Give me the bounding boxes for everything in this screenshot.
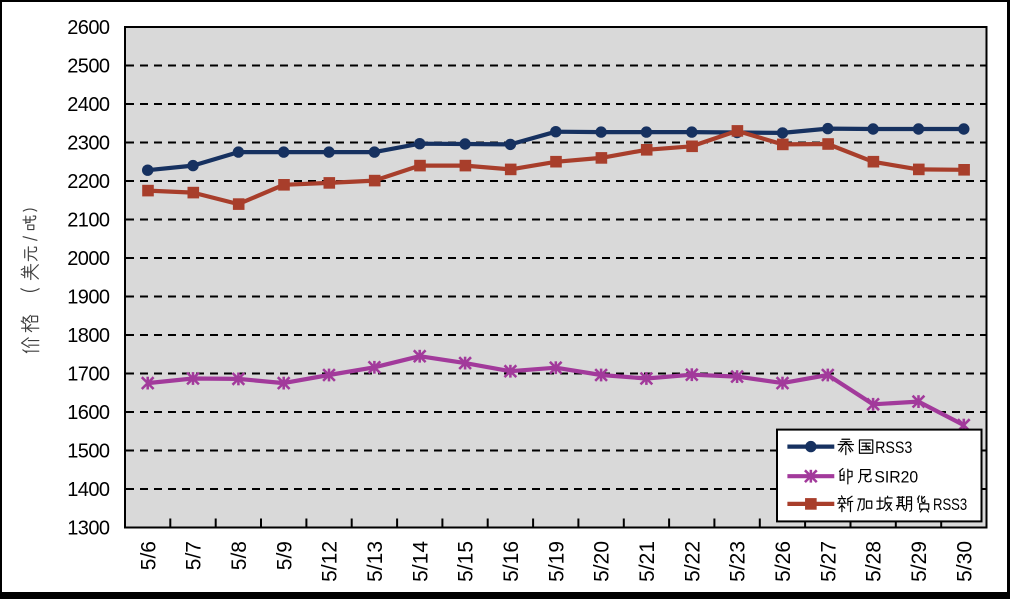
svg-text:5/27: 5/27 (817, 541, 840, 582)
svg-text:5/26: 5/26 (772, 541, 795, 582)
svg-text:1700: 1700 (67, 364, 110, 386)
svg-text:2500: 2500 (67, 56, 110, 78)
svg-text:2000: 2000 (67, 248, 110, 270)
svg-text:1300: 1300 (67, 518, 110, 540)
svg-text:5/28: 5/28 (863, 541, 886, 582)
svg-text:5/13: 5/13 (364, 541, 387, 582)
svg-text:5/23: 5/23 (727, 541, 750, 582)
svg-text:2600: 2600 (67, 17, 110, 39)
svg-text:5/15: 5/15 (455, 541, 478, 582)
svg-text:5/19: 5/19 (545, 541, 568, 582)
svg-text:5/7: 5/7 (183, 541, 206, 570)
svg-text:2400: 2400 (67, 94, 110, 116)
svg-text:RSS3: RSS3 (875, 438, 912, 457)
svg-text:SIR20: SIR20 (874, 468, 918, 487)
svg-text:5/20: 5/20 (591, 541, 614, 582)
svg-text:5/6: 5/6 (137, 541, 160, 570)
svg-text:2100: 2100 (67, 210, 110, 232)
svg-text:5/12: 5/12 (319, 541, 342, 582)
svg-text:1800: 1800 (67, 325, 110, 347)
svg-text:5/29: 5/29 (908, 541, 931, 582)
svg-text:1400: 1400 (67, 479, 110, 501)
svg-text:5/8: 5/8 (228, 541, 251, 570)
svg-text:5/16: 5/16 (500, 541, 523, 582)
svg-text:2200: 2200 (67, 171, 110, 193)
svg-text:RSS3: RSS3 (933, 495, 967, 514)
svg-text:5/9: 5/9 (273, 541, 296, 570)
svg-text:1500: 1500 (67, 441, 110, 463)
svg-text:5/14: 5/14 (409, 541, 432, 582)
svg-text:1600: 1600 (67, 402, 110, 424)
svg-text:1900: 1900 (67, 287, 110, 309)
svg-text:5/21: 5/21 (636, 541, 659, 582)
svg-text:5/30: 5/30 (953, 541, 976, 582)
svg-text:2300: 2300 (67, 133, 110, 155)
svg-text:5/22: 5/22 (681, 541, 704, 582)
